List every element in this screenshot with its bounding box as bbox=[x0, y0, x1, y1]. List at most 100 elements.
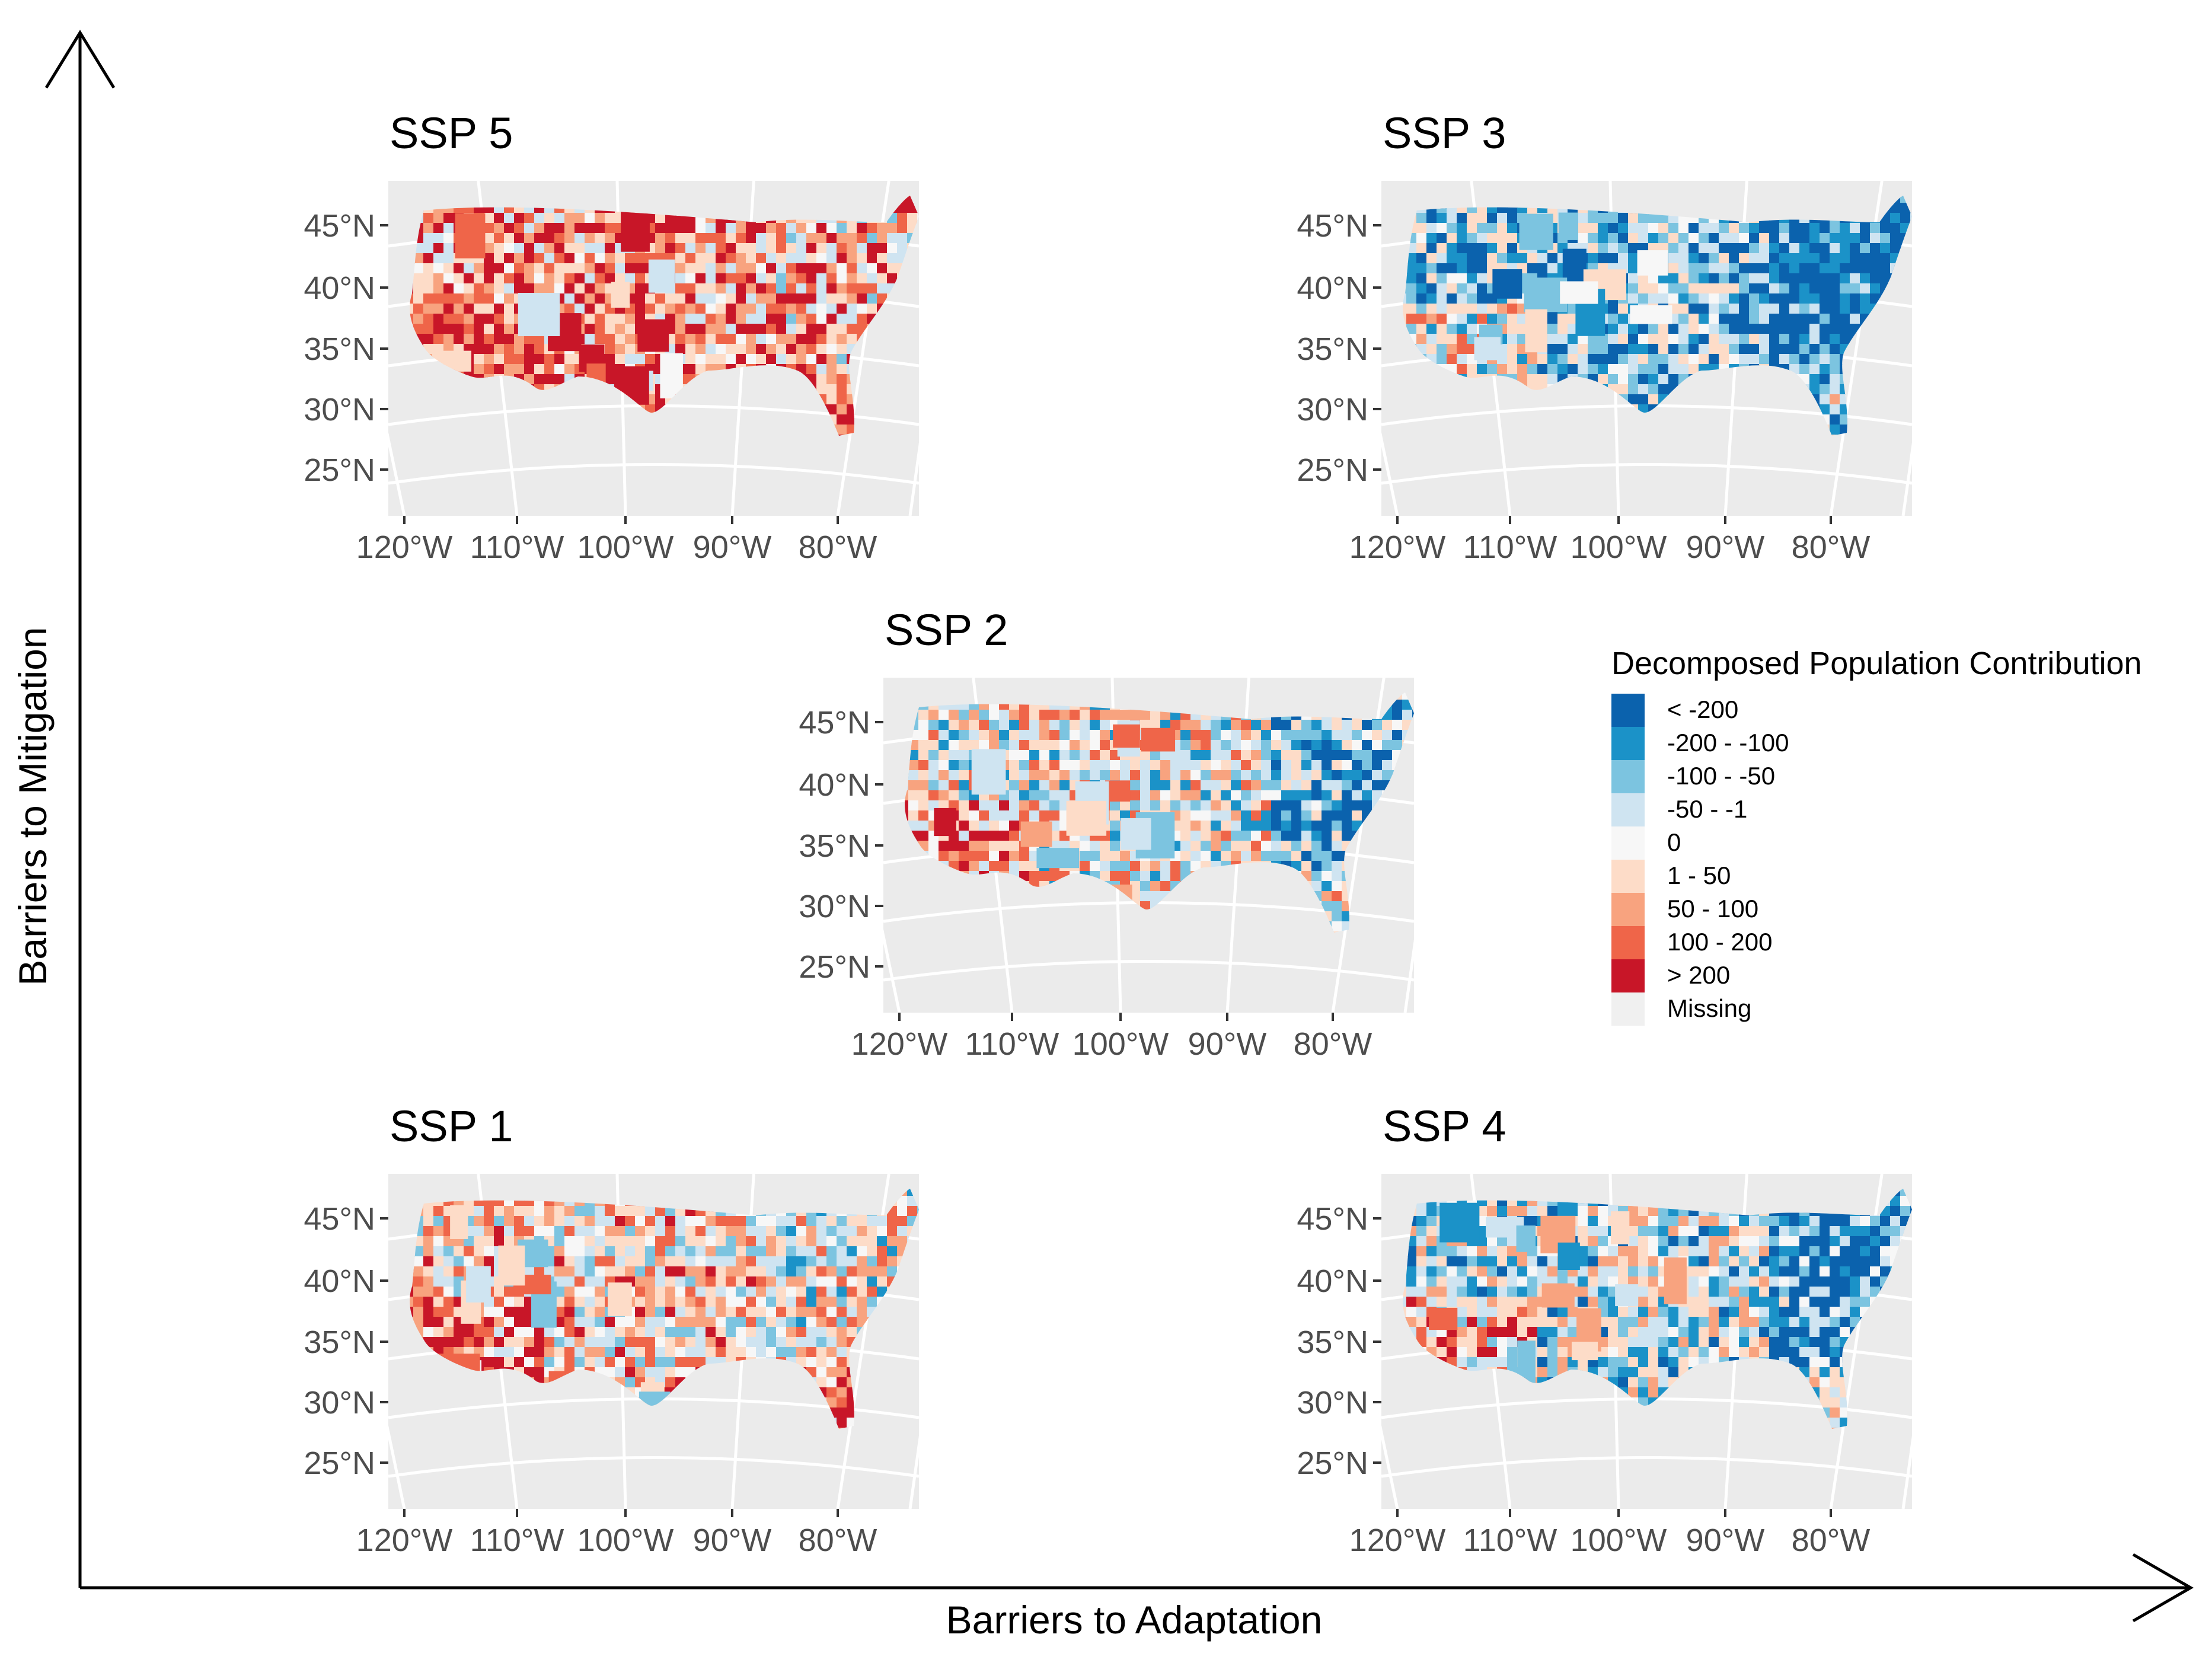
county-cell bbox=[1211, 831, 1221, 841]
county-cell bbox=[1362, 770, 1372, 781]
county-cell bbox=[766, 223, 777, 234]
county-cell bbox=[1150, 780, 1161, 791]
county-cell bbox=[989, 720, 1000, 730]
county-cell bbox=[1779, 283, 1790, 294]
county-cell bbox=[1678, 243, 1689, 254]
county-cell bbox=[726, 253, 736, 264]
county-cell bbox=[1809, 273, 1820, 284]
county-cell bbox=[1437, 253, 1447, 264]
county-cell bbox=[635, 1347, 646, 1358]
county-cell bbox=[1180, 841, 1191, 851]
county-cell bbox=[504, 1287, 515, 1297]
county-cell bbox=[816, 233, 827, 244]
county-cell bbox=[716, 1216, 726, 1227]
county-cell bbox=[1029, 800, 1040, 811]
county-cell bbox=[1648, 394, 1659, 405]
graticule-lon-line bbox=[1403, 677, 1454, 1013]
county-cell bbox=[1201, 760, 1211, 771]
county-cell bbox=[756, 1236, 767, 1247]
county-cell bbox=[1311, 730, 1322, 741]
county-cell bbox=[685, 1287, 696, 1297]
county-cell bbox=[524, 233, 535, 244]
county-cell bbox=[1608, 314, 1619, 324]
county-cell bbox=[826, 304, 837, 314]
county-cell bbox=[806, 1246, 817, 1257]
county-cell bbox=[776, 344, 787, 355]
county-cell bbox=[1658, 233, 1669, 244]
county-cell bbox=[1789, 263, 1800, 274]
county-cell bbox=[816, 1276, 827, 1287]
county-cell bbox=[625, 1357, 636, 1368]
county-cell bbox=[1251, 780, 1262, 791]
county-cell bbox=[999, 810, 1010, 821]
county-cell bbox=[746, 253, 757, 264]
county-cell bbox=[1557, 364, 1568, 375]
county-cell bbox=[1311, 780, 1322, 791]
county-cell bbox=[736, 354, 746, 365]
county-cell bbox=[635, 1287, 646, 1297]
county-cell bbox=[1221, 760, 1231, 771]
county-cell bbox=[1524, 277, 1568, 312]
county-cell bbox=[1487, 304, 1498, 314]
county-cell bbox=[655, 1287, 666, 1297]
county-cell bbox=[1557, 344, 1568, 355]
county-cell bbox=[1322, 790, 1332, 801]
county-cell bbox=[474, 324, 484, 334]
county-cell bbox=[433, 304, 444, 314]
county-cell bbox=[1729, 354, 1739, 365]
county-cell bbox=[685, 243, 696, 254]
county-cell bbox=[443, 1256, 454, 1267]
county-cell bbox=[675, 1216, 686, 1227]
county-cell bbox=[1251, 770, 1262, 781]
county-cell bbox=[837, 283, 847, 294]
lat-tick-label: 40°N bbox=[304, 270, 375, 306]
county-cell bbox=[816, 304, 827, 314]
county-cell bbox=[756, 243, 767, 254]
county-cell bbox=[1311, 740, 1322, 751]
county-cell bbox=[484, 1226, 494, 1237]
county-cell bbox=[706, 344, 716, 355]
county-cell bbox=[1809, 253, 1820, 264]
county-cell bbox=[413, 314, 424, 324]
county-cell bbox=[1437, 243, 1447, 254]
county-cell bbox=[1749, 253, 1760, 264]
county-cell bbox=[1447, 223, 1457, 234]
county-cell bbox=[1070, 750, 1080, 761]
county-cell bbox=[1447, 314, 1457, 324]
county-cell bbox=[1019, 790, 1030, 801]
county-cell bbox=[474, 1337, 484, 1348]
county-cell bbox=[1527, 364, 1538, 375]
county-cell bbox=[806, 263, 817, 274]
county-cell bbox=[918, 790, 929, 801]
county-cell bbox=[918, 800, 929, 811]
county-cell bbox=[1140, 800, 1151, 811]
county-cell bbox=[443, 283, 454, 294]
county-cell bbox=[675, 1226, 686, 1237]
county-cell bbox=[806, 334, 817, 344]
county-cell bbox=[1789, 304, 1800, 314]
county-cell bbox=[1070, 720, 1080, 730]
county-cell bbox=[524, 1266, 535, 1277]
county-cell bbox=[806, 324, 817, 334]
county-cell bbox=[1241, 810, 1252, 821]
county-cell bbox=[1271, 750, 1282, 761]
county-cell bbox=[756, 1317, 767, 1327]
county-cell bbox=[816, 1327, 827, 1338]
county-cell bbox=[816, 1226, 827, 1237]
county-cell bbox=[1850, 293, 1860, 304]
county-cell bbox=[484, 293, 494, 304]
county-cell bbox=[524, 1347, 535, 1358]
county-cell bbox=[837, 263, 847, 274]
county-cell bbox=[959, 740, 969, 751]
county-cell bbox=[1638, 334, 1649, 344]
county-cell bbox=[484, 304, 494, 314]
county-cell bbox=[826, 243, 837, 254]
county-cell bbox=[1668, 223, 1679, 234]
county-cell bbox=[564, 223, 575, 234]
county-cell bbox=[585, 1246, 595, 1257]
county-cell bbox=[796, 354, 807, 365]
county-cell bbox=[746, 1236, 757, 1247]
county-cell bbox=[1352, 720, 1362, 730]
county-cell bbox=[685, 344, 696, 355]
county-cell bbox=[716, 1246, 726, 1257]
